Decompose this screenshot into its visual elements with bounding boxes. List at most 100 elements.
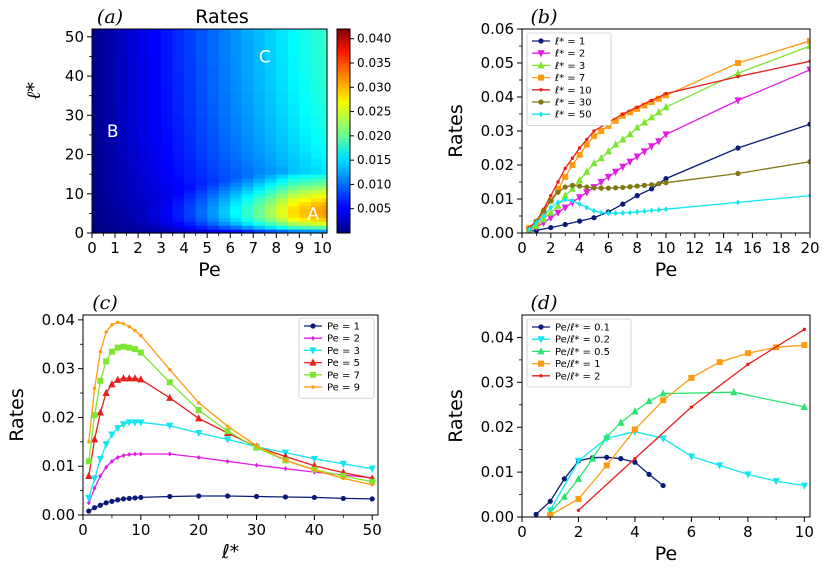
heatmap-cell [184,225,197,230]
x-axis-label: Pe [198,259,220,281]
data-point [90,435,99,443]
heatmap-cell [264,209,277,214]
heatmap-cell [149,44,162,58]
heatmap-cell [241,103,254,116]
data-point [597,179,605,187]
heatmap-cell [230,182,243,187]
heatmap-cell [92,158,105,167]
data-point [195,414,203,422]
heatmap-cell [138,44,151,58]
heatmap-cell [299,44,312,58]
heatmap-cell [218,29,231,38]
data-point [619,163,627,171]
legend-marker [311,335,315,341]
heatmap-cell [207,229,220,234]
y-tick-label: 0.03 [42,360,75,378]
heatmap-cell [241,29,254,38]
heatmap-cell [92,44,105,58]
heatmap-cell [287,29,300,38]
data-point [253,444,260,451]
legend-marker [538,74,544,81]
heatmap-cell [115,142,128,152]
heatmap-cell [287,205,300,210]
heatmap-cell [207,142,220,152]
data-point [659,389,667,397]
heatmap-cell [276,178,289,183]
data-point [125,419,133,427]
heatmap-cell [230,221,243,226]
heatmap-cell [115,166,128,175]
heatmap-cell [264,142,277,152]
x-tick-label: 10 [795,523,814,541]
y-axis-label: Rates [445,389,467,442]
heatmap-cell [322,115,328,128]
heatmap-cell [195,201,208,207]
heatmap-cell [230,80,243,93]
data-point [645,396,653,405]
legend-marker [310,371,316,378]
heatmap-cell [241,217,254,222]
data-point [655,138,663,146]
plot-frame [521,314,811,518]
data-point [598,128,605,134]
legend: Pe = 1Pe = 2Pe = 3Pe = 5Pe = 7 Pe = 9 [298,317,375,399]
heatmap-cell [230,44,243,58]
x-tick-label: 8 [272,239,282,257]
data-point [626,130,634,138]
colorbar-tick-label: 0.005 [357,202,391,216]
heatmap-cell [230,189,243,195]
heatmap-cell [92,182,105,187]
heatmap-cell [115,217,128,222]
heatmap-cell [92,185,105,191]
heatmap-cell [149,205,162,210]
data-point [735,199,741,206]
data-point [599,209,604,216]
x-ticks: 0 2 4 6 8 10 [517,517,814,541]
heatmap-cell [207,205,220,210]
heatmap-cell [241,68,254,81]
data-point [108,348,115,355]
heatmap-cell [149,68,162,81]
heatmap-cell [103,150,116,159]
heatmap-cell [149,166,162,175]
y-tick-label: 0.03 [481,122,514,140]
heatmap-cell [253,115,266,128]
data-point [655,95,662,102]
legend-marker [539,374,543,378]
heatmap-cell [241,91,254,105]
data-point [131,374,139,382]
heatmap-cell [126,185,139,191]
data-point [597,154,605,162]
heatmap-cell [172,185,185,191]
heatmap-cell [92,221,105,226]
data-point [167,493,173,500]
heatmap-cell [230,158,243,167]
heatmap-cell [138,134,151,144]
data-point [620,209,625,216]
heatmap-cell [230,36,243,46]
data-point [620,184,626,191]
y-axis-label: Rates [445,104,467,157]
data-point [108,380,116,388]
heatmap-cell [253,166,266,175]
heatmap-cell [161,103,174,116]
heatmap-cell [310,185,323,191]
heatmap-cell [195,229,208,234]
heatmap-cell [322,174,328,179]
heatmap-cell [161,115,174,128]
data-point [577,146,582,150]
x-tick-label: 12 [685,239,704,257]
data-point [656,181,662,187]
data-point [576,194,584,202]
heatmap-cell [138,174,151,179]
legend-label: ℓ* = 2 [555,49,585,60]
heatmap-cell [92,134,105,144]
heatmap-cell [310,29,323,38]
heatmap-cell [287,229,300,234]
x-tick-label: 30 [247,521,266,539]
x-tick-label: 9 [295,239,305,257]
data-point [807,121,810,127]
data-point [802,327,807,332]
